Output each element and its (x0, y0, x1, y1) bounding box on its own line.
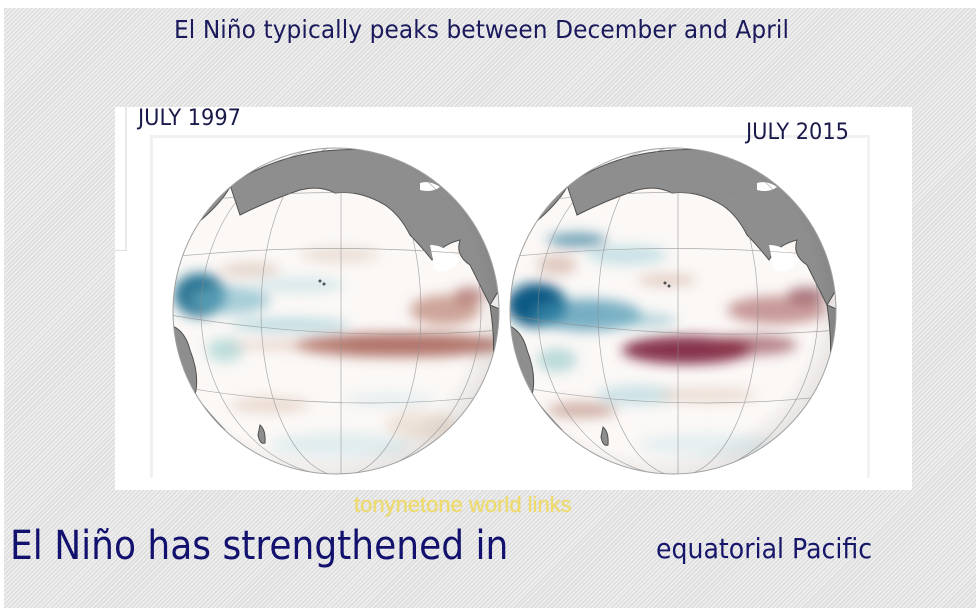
globe-2015-icon (507, 145, 839, 477)
bottom-caption-sub: equatorial Pacific (656, 532, 873, 565)
top-caption: El Niño typically peaks between December… (174, 15, 790, 44)
watermark-text: tonynetone world links (354, 492, 572, 517)
label-july-2015: JULY 2015 (746, 120, 849, 145)
panel-divider (125, 107, 127, 250)
label-july-1997: JULY 1997 (138, 106, 241, 131)
panel-divider (115, 250, 127, 251)
globe-1997-icon (170, 145, 502, 477)
inner-frame (150, 135, 870, 478)
bottom-caption-main: El Niño has strengthened in (10, 523, 509, 569)
